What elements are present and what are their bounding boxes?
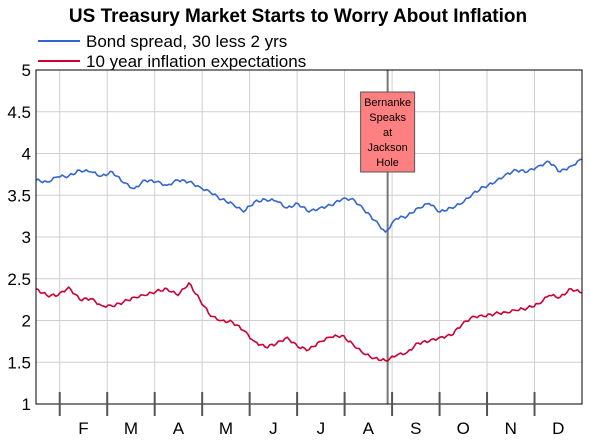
x-tick-label: M xyxy=(219,419,233,438)
y-tick-label: 3 xyxy=(22,228,31,247)
chart-title: US Treasury Market Starts to Worry About… xyxy=(69,6,527,27)
y-tick-label: 5 xyxy=(22,61,31,80)
annotation: Bernanke Speaks at Jackson Hole xyxy=(360,70,416,404)
annotation-text: Hole xyxy=(376,157,399,169)
y-tick-label: 4 xyxy=(22,145,31,164)
annotation-text: at xyxy=(383,127,392,139)
legend-label-inflation-expectations: 10 year inflation expectations xyxy=(86,52,306,71)
y-tick-label: 1 xyxy=(22,395,31,414)
x-tick-label: J xyxy=(269,419,278,438)
x-tick-label: A xyxy=(363,419,375,438)
x-tick-label: N xyxy=(505,419,517,438)
x-tick-label: J xyxy=(317,419,326,438)
legend-label-bond-spread: Bond spread, 30 less 2 yrs xyxy=(86,32,287,51)
series-layer xyxy=(35,158,583,362)
annotation-text: Jackson xyxy=(367,142,407,154)
plot-frame xyxy=(35,69,583,405)
annotation-text: Bernanke xyxy=(364,97,411,109)
y-axis: 1 1.5 2 2.5 3 3.5 4 4.5 5 xyxy=(7,61,31,414)
x-tick-label: O xyxy=(457,419,470,438)
x-tick-label: D xyxy=(552,419,564,438)
series-line-0 xyxy=(35,158,583,233)
y-tick-label: 3.5 xyxy=(7,186,31,205)
x-tick-label: M xyxy=(124,419,138,438)
y-tick-label: 1.5 xyxy=(7,353,31,372)
y-tick-label: 2 xyxy=(22,312,31,331)
series-line-1 xyxy=(35,282,583,362)
x-tick-label: F xyxy=(78,419,88,438)
y-tick-label: 4.5 xyxy=(7,103,31,122)
legend: Bond spread, 30 less 2 yrs 10 year infla… xyxy=(38,32,306,71)
x-tick-label: S xyxy=(410,419,421,438)
annotation-box xyxy=(360,91,416,173)
annotation-text: Speaks xyxy=(369,112,406,124)
y-tick-label: 2.5 xyxy=(7,270,31,289)
x-tick-label: A xyxy=(173,419,185,438)
